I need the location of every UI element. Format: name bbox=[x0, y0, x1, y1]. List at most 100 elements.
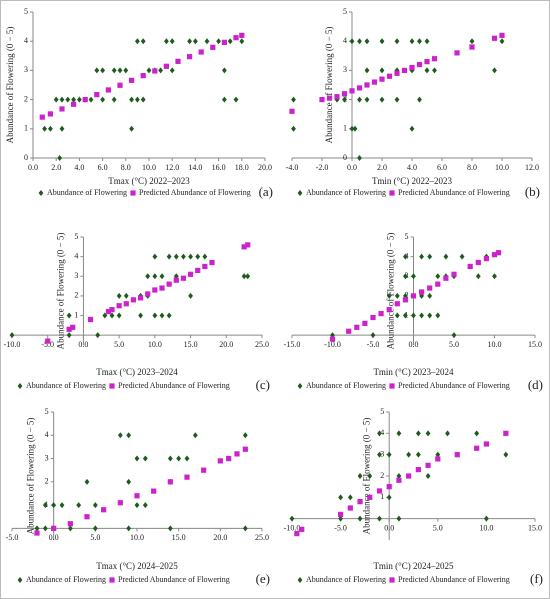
point bbox=[39, 114, 45, 120]
point bbox=[117, 500, 123, 506]
point bbox=[57, 155, 63, 161]
point bbox=[435, 456, 441, 462]
y-axis-label: Abundance of Flowering (0 − 5) bbox=[55, 233, 65, 350]
point bbox=[330, 332, 335, 339]
point bbox=[377, 451, 382, 458]
legend-label: Abundance of Flowering bbox=[26, 381, 106, 390]
x-axis-label: Tmax (°C) 2024–2025 bbox=[96, 561, 178, 571]
point bbox=[195, 253, 201, 260]
point bbox=[173, 277, 179, 283]
point bbox=[394, 67, 400, 74]
point bbox=[354, 324, 360, 330]
point bbox=[84, 478, 90, 485]
point bbox=[425, 430, 431, 437]
point bbox=[403, 312, 408, 319]
x-tick-label: 8.0 bbox=[467, 163, 477, 172]
point bbox=[180, 275, 187, 281]
point bbox=[406, 451, 412, 458]
point bbox=[415, 430, 421, 437]
point bbox=[401, 67, 408, 73]
point bbox=[379, 76, 385, 82]
point bbox=[95, 332, 101, 339]
legend-marker bbox=[17, 577, 23, 583]
x-tick-label: 20.0 bbox=[258, 163, 272, 172]
point bbox=[291, 96, 296, 103]
x-axis-label: Tmax (°C) 2023–2024 bbox=[96, 367, 178, 377]
point bbox=[417, 96, 422, 103]
point bbox=[217, 458, 223, 464]
point bbox=[451, 332, 457, 339]
x-tick-label: 5.0 bbox=[114, 340, 124, 349]
legend-marker bbox=[109, 577, 115, 583]
point bbox=[386, 307, 392, 313]
point bbox=[357, 38, 362, 45]
point bbox=[84, 514, 90, 520]
legend-marker bbox=[389, 577, 395, 583]
x-tick-label: 0.0 bbox=[28, 163, 38, 172]
point bbox=[370, 332, 376, 339]
point bbox=[188, 292, 193, 299]
point bbox=[210, 44, 216, 50]
point bbox=[357, 515, 363, 522]
point bbox=[364, 82, 370, 88]
legend-label: Predicted Abundance of Flowering bbox=[398, 188, 510, 197]
point bbox=[192, 432, 198, 439]
y-tick-label: 5 bbox=[343, 7, 347, 16]
x-tick-label: -2.0 bbox=[316, 163, 329, 172]
x-tick-label: -4.0 bbox=[286, 163, 299, 172]
legend-marker bbox=[389, 383, 395, 389]
x-tick-label: 5.0 bbox=[449, 340, 459, 349]
point bbox=[347, 505, 353, 511]
point bbox=[184, 474, 190, 480]
point bbox=[484, 515, 489, 522]
y-tick-label: 4 bbox=[343, 36, 347, 45]
point bbox=[435, 281, 441, 287]
point bbox=[152, 253, 158, 260]
point bbox=[34, 525, 40, 532]
point bbox=[411, 312, 416, 319]
point bbox=[451, 271, 457, 277]
point bbox=[319, 97, 325, 103]
point bbox=[66, 332, 72, 339]
point bbox=[202, 263, 208, 270]
point bbox=[105, 87, 111, 93]
point bbox=[432, 67, 437, 74]
x-tick-label: 20.0 bbox=[219, 340, 233, 349]
point bbox=[474, 430, 480, 437]
point bbox=[362, 320, 368, 326]
point bbox=[241, 273, 247, 280]
x-tick-label: 10.0 bbox=[142, 163, 156, 172]
point bbox=[71, 101, 77, 107]
point bbox=[140, 38, 146, 45]
point bbox=[209, 259, 215, 266]
point bbox=[109, 307, 115, 313]
point bbox=[415, 467, 421, 473]
point bbox=[187, 38, 192, 45]
point bbox=[222, 67, 227, 74]
point bbox=[42, 525, 48, 532]
x-tick-label: 0.0 bbox=[78, 340, 88, 349]
point bbox=[239, 32, 245, 38]
point bbox=[126, 478, 132, 485]
point bbox=[394, 38, 400, 45]
point bbox=[291, 125, 296, 132]
x-tick-label: 10.0 bbox=[130, 533, 144, 542]
point bbox=[435, 451, 441, 458]
point bbox=[467, 263, 473, 270]
y-tick-label: 0 bbox=[24, 153, 28, 162]
x-tick-label: 15.0 bbox=[172, 533, 186, 542]
point bbox=[416, 61, 423, 68]
point bbox=[371, 79, 378, 85]
point bbox=[289, 515, 295, 522]
panel-label: (c) bbox=[256, 377, 270, 392]
point bbox=[419, 312, 424, 319]
y-tick-label: 3 bbox=[343, 65, 347, 74]
point bbox=[409, 64, 415, 71]
point bbox=[87, 316, 94, 323]
point bbox=[427, 292, 433, 299]
point bbox=[163, 63, 169, 69]
point bbox=[117, 67, 123, 74]
point bbox=[167, 479, 173, 485]
point bbox=[145, 273, 151, 280]
point bbox=[201, 467, 207, 473]
